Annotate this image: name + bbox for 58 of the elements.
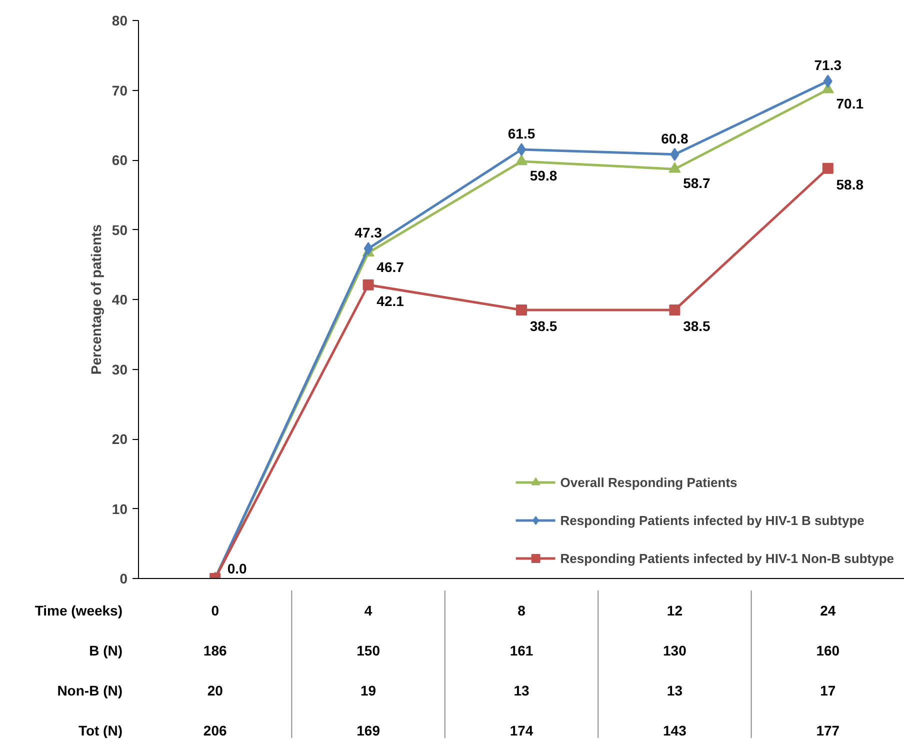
x-tick-label: 24	[820, 602, 836, 618]
text: Non-B (N)	[57, 682, 122, 698]
data-label: 38.5	[683, 318, 711, 334]
data-label: 58.8	[836, 176, 864, 192]
data-label: 70.1	[836, 96, 864, 112]
text: 13	[514, 682, 530, 698]
data-label: 71.3	[814, 57, 842, 74]
text: 161	[510, 642, 534, 658]
data-label: 60.8	[661, 130, 689, 146]
text: 17	[820, 682, 836, 698]
text: 174	[510, 722, 534, 738]
point	[516, 154, 528, 166]
point	[364, 242, 373, 256]
text: Time (weeks)	[34, 602, 122, 618]
point	[362, 279, 374, 290]
point	[670, 148, 680, 161]
text: B (N)	[89, 642, 123, 658]
y-tick-label: 40	[112, 292, 128, 308]
data-label: 58.7	[683, 175, 711, 192]
text: 20	[207, 682, 224, 698]
y-tick-label: 50	[112, 222, 128, 238]
point	[516, 304, 527, 316]
point	[668, 162, 681, 173]
data-label: 38.5	[530, 318, 558, 334]
text: 13	[666, 682, 683, 698]
data-label: 46.7	[376, 258, 404, 275]
data-label: 0.0	[227, 560, 248, 576]
legend-label: Overall Responding Patients	[560, 474, 738, 490]
y-tick-label: 60	[112, 152, 128, 168]
y-axis-title: Percentage of patients	[88, 224, 104, 375]
y-tick-label: 30	[112, 361, 128, 378]
point	[669, 304, 680, 316]
text: 169	[356, 722, 380, 738]
legend-label: Responding Patients infected by HIV-1 B subtype	[560, 512, 864, 528]
text: 160	[816, 642, 840, 658]
x-tick-label: 8	[518, 602, 526, 618]
point	[822, 162, 834, 174]
y-tick-label: 80	[112, 12, 128, 28]
text: 143	[663, 722, 687, 738]
data-label: 61.5	[508, 126, 536, 142]
text: 177	[816, 722, 840, 738]
x-tick-label: 0	[211, 602, 220, 618]
y-tick-label: 70	[112, 82, 128, 98]
data-label: 47.3	[354, 224, 382, 241]
y-tick-label: 10	[112, 500, 128, 517]
legend-label: Responding Patients infected by HIV-1 Non-B subtype	[560, 550, 894, 566]
point	[823, 74, 832, 88]
x-tick-label: 12	[666, 602, 683, 618]
text: 186	[203, 642, 227, 658]
data-label: 42.1	[376, 292, 404, 309]
text: 130	[663, 642, 687, 658]
text: 150	[356, 642, 380, 658]
x-tick-label: 4	[364, 602, 372, 618]
text: 206	[203, 722, 227, 738]
data-label: 59.8	[530, 167, 558, 184]
y-tick-label: 20	[112, 431, 128, 447]
y-tick-label: 0	[120, 570, 128, 586]
text: 19	[360, 682, 376, 698]
